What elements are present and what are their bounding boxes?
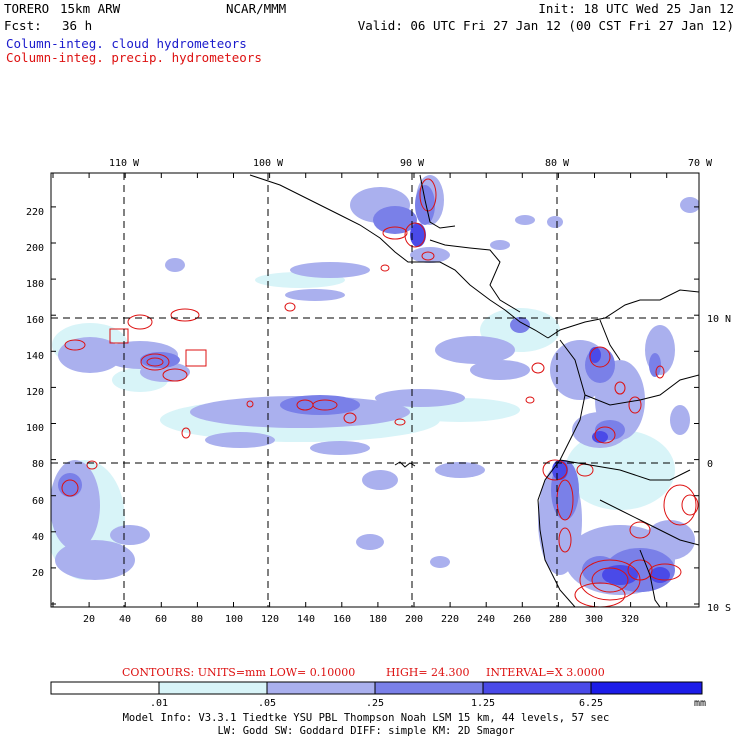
x-tick-label: 240: [477, 614, 495, 625]
lat-label: 10 N: [707, 314, 731, 325]
lon-label: 80 W: [545, 158, 570, 169]
colorbar-label: .05: [258, 698, 276, 709]
contour-interval: INTERVAL=X 3.0000: [486, 666, 605, 679]
colorbar-swatch: [590, 681, 703, 695]
x-tick-label: 100: [225, 614, 243, 625]
longitude-labels: 110 W 100 W 90 W 80 W 70 W: [109, 158, 713, 169]
coastlines: [249, 174, 699, 607]
x-tick-label: 140: [297, 614, 315, 625]
x-tick-label: 220: [441, 614, 459, 625]
colorbar-swatch: [482, 681, 592, 695]
contour-high: HIGH= 24.300: [386, 666, 470, 679]
y-tick-label: 120: [26, 387, 44, 398]
colorbar-label: .25: [366, 698, 384, 709]
lon-label: 110 W: [109, 158, 140, 169]
y-tick-label: 40: [32, 532, 44, 543]
x-tick-label: 60: [155, 614, 167, 625]
model-info-line2: LW: Godd SW: Goddard DIFF: simple KM: 2D…: [217, 725, 514, 737]
precip-field-label: Column-integ. precip. hydrometeors: [6, 50, 262, 65]
x-tick-label: 40: [119, 614, 131, 625]
colorbar-labels: .01 .05 .25 1.25 6.25 mm: [150, 698, 706, 709]
colorbar-swatch: [266, 681, 376, 695]
valid-time: Valid: 06 UTC Fri 27 Jan 12 (00 CST Fri …: [357, 18, 734, 33]
x-tick-label: 160: [333, 614, 351, 625]
colorbar: [50, 681, 703, 695]
x-tick-label: 260: [513, 614, 531, 625]
lat-label: 0: [707, 459, 713, 470]
lon-label: 100 W: [253, 158, 284, 169]
forecast-hour: 36 h: [62, 18, 93, 33]
x-tick-label: 320: [621, 614, 639, 625]
model-info-line1: Model Info: V3.3.1 Tiedtke YSU PBL Thomp…: [123, 712, 610, 724]
colorbar-swatch: [50, 681, 160, 695]
contour-info: CONTOURS: UNITS=mm LOW= 0.10000 HIGH= 24…: [122, 666, 605, 679]
precip-contours: [61, 178, 699, 607]
lat-lon-grid: [51, 173, 699, 607]
x-tick-label: 120: [261, 614, 279, 625]
y-tick-label: 200: [26, 243, 44, 254]
colorbar-units: mm: [694, 698, 706, 709]
colorbar-label: .01: [150, 698, 168, 709]
map-frame: [50, 172, 700, 608]
x-tick-label: 80: [191, 614, 203, 625]
colorbar-label: 6.25: [579, 698, 603, 709]
y-tick-label: 60: [32, 496, 44, 507]
y-tick-label: 140: [26, 351, 44, 362]
contour-label: CONTOURS: UNITS=mm LOW= 0.10000: [122, 666, 355, 679]
lon-label: 90 W: [400, 158, 425, 169]
y-tick-label: 160: [26, 315, 44, 326]
cloud-field-label: Column-integ. cloud hydrometeors: [6, 36, 247, 51]
model-name: TORERO: [4, 1, 50, 16]
axis-ticks: [51, 173, 699, 607]
init-time: Init: 18 UTC Wed 25 Jan 12: [538, 1, 734, 16]
colorbar-swatch: [158, 681, 268, 695]
forecast-label: Fcst:: [4, 18, 42, 33]
y-tick-label: 80: [32, 459, 44, 470]
colorbar-label: 1.25: [471, 698, 495, 709]
y-tick-label: 20: [32, 568, 44, 579]
y-tick-labels: 20 40 60 80 100 120 140 160 180 200 220: [26, 207, 44, 579]
lat-label: 10 S: [707, 603, 731, 614]
colorbar-swatch: [374, 681, 484, 695]
x-tick-label: 300: [585, 614, 603, 625]
y-tick-label: 220: [26, 207, 44, 218]
agency-label: NCAR/MMM: [226, 1, 287, 16]
x-tick-label: 280: [549, 614, 567, 625]
x-tick-label: 20: [83, 614, 95, 625]
latitude-labels: 10 N 0 10 S: [707, 314, 731, 614]
footer: Model Info: V3.3.1 Tiedtke YSU PBL Thomp…: [123, 712, 610, 737]
map-field-layer: [51, 173, 699, 607]
lon-label: 70 W: [688, 158, 713, 169]
x-tick-label: 180: [369, 614, 387, 625]
x-tick-labels: 20 40 60 80 100 120 140 160 180 200 220 …: [83, 614, 639, 625]
model-resolution: 15km ARW: [60, 1, 121, 16]
y-tick-label: 100: [26, 423, 44, 434]
y-tick-label: 180: [26, 279, 44, 290]
x-tick-label: 200: [405, 614, 423, 625]
